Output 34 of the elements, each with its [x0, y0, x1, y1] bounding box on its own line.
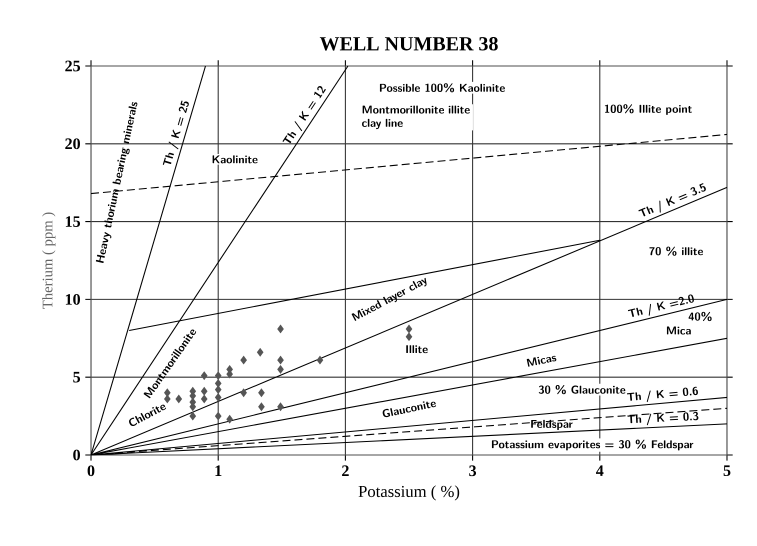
y-tick-label: 20 — [65, 138, 80, 150]
text: Th / K = 25 — [162, 100, 189, 165]
x-tick-label: 3 — [469, 465, 476, 476]
annotation: Feldspar — [531, 420, 573, 430]
x-tick-label: 1 — [215, 465, 222, 476]
annotation: Illite — [406, 345, 428, 354]
chart-title: WELL NUMBER 38 — [320, 37, 498, 51]
y-tick-label: 15 — [66, 216, 80, 227]
annotation: 40% — [688, 312, 712, 322]
text: Th / K = 12 — [282, 86, 326, 144]
x-tick-label: 2 — [342, 465, 349, 476]
annotation: 70 % illite — [649, 246, 703, 256]
y-axis-title: Therium ( ppm ) — [42, 212, 56, 309]
annotation: Kaolinite — [212, 155, 258, 164]
annotation: Montmorillonite illite clay line — [362, 106, 470, 130]
annotation: Potassium evaporites = 30 % Feldspar — [492, 440, 694, 450]
annotation: Mica — [666, 326, 691, 335]
text: Th / K = 3.5 — [638, 183, 706, 216]
x-tick-label: 5 — [724, 465, 730, 476]
series-label: Th / K = 0.3 — [627, 412, 698, 426]
y-tick-label: 0 — [73, 450, 80, 460]
annotation: Heavy thorium bearing minerals — [96, 102, 138, 263]
annotation: Micas — [526, 356, 556, 367]
annotation: Glauconite — [382, 401, 436, 418]
text: Th / K = 0.6 — [626, 386, 698, 402]
y-tick-label: 10 — [66, 294, 80, 305]
x-tick-label: 0 — [88, 465, 94, 476]
annotation: Possible 100% Kaolinite — [380, 83, 505, 92]
y-tick-label: 25 — [65, 60, 80, 72]
y-tick-label: 5 — [73, 372, 80, 382]
annotation: 100% Illite point — [604, 104, 692, 115]
annotation: 30 % Glauconite — [538, 385, 626, 394]
x-tick-label: 4 — [596, 465, 604, 476]
x-axis-title: Potassium ( %) — [358, 485, 460, 500]
